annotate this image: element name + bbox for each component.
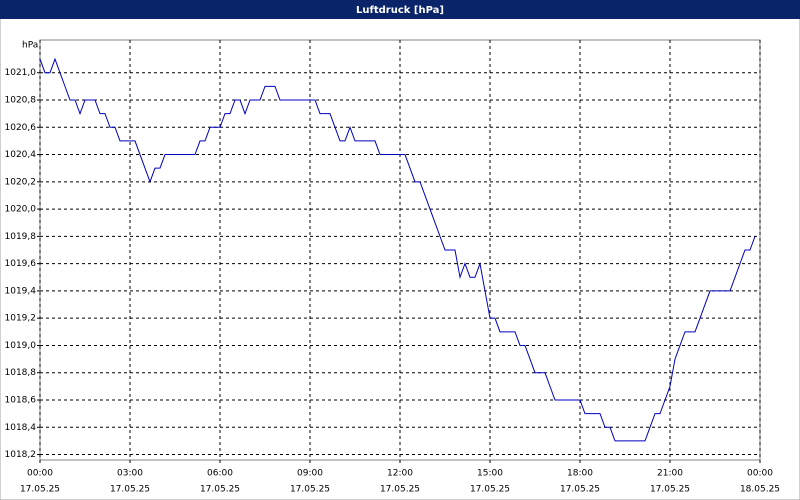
y-tick-label: 1020,6 <box>5 123 37 133</box>
y-tick-label: 1019,2 <box>5 314 37 324</box>
y-tick-label: 1018,4 <box>5 423 37 433</box>
x-tick-label: 03:00 <box>117 469 143 479</box>
y-tick-label: 1018,6 <box>5 396 37 406</box>
x-tick-date: 18.05.25 <box>740 485 780 495</box>
y-tick-label: 1020,4 <box>5 150 37 160</box>
x-tick-date: 17.05.25 <box>290 485 330 495</box>
x-tick-label: 18:00 <box>567 469 593 479</box>
y-tick-label: 1020,2 <box>5 177 37 187</box>
y-unit: hPa <box>22 41 38 51</box>
x-tick-date: 17.05.25 <box>20 485 60 495</box>
chart-title: Luftdruck [hPa] <box>356 5 444 16</box>
x-tick-label: 00:00 <box>27 469 53 479</box>
y-tick-label: 1021,0 <box>5 68 37 78</box>
x-tick-date: 17.05.25 <box>380 485 420 495</box>
data-line <box>39 57 756 442</box>
x-tick-label: 15:00 <box>477 469 503 479</box>
y-tick-label: 1019,8 <box>5 232 37 242</box>
x-tick-date: 17.05.25 <box>470 485 510 495</box>
y-tick-label: 1018,2 <box>5 450 37 460</box>
x-tick-label: 06:00 <box>207 469 233 479</box>
y-tick-label: 1019,0 <box>5 341 37 351</box>
x-tick-label: 00:00 <box>747 469 773 479</box>
y-tick-label: 1018,8 <box>5 368 37 378</box>
x-tick-date: 17.05.25 <box>650 485 690 495</box>
y-tick-label: 1019,6 <box>5 259 37 269</box>
x-tick-date: 17.05.25 <box>110 485 150 495</box>
y-tick-label: 1020,8 <box>5 96 37 106</box>
x-tick-date: 17.05.25 <box>560 485 600 495</box>
y-tick-label: 1020,0 <box>5 205 37 215</box>
title-bar <box>0 0 800 19</box>
x-tick-date: 17.05.25 <box>200 485 240 495</box>
x-tick-label: 12:00 <box>387 469 413 479</box>
x-tick-label: 09:00 <box>297 469 323 479</box>
y-tick-label: 1019,4 <box>5 286 37 296</box>
x-tick-label: 21:00 <box>657 469 683 479</box>
